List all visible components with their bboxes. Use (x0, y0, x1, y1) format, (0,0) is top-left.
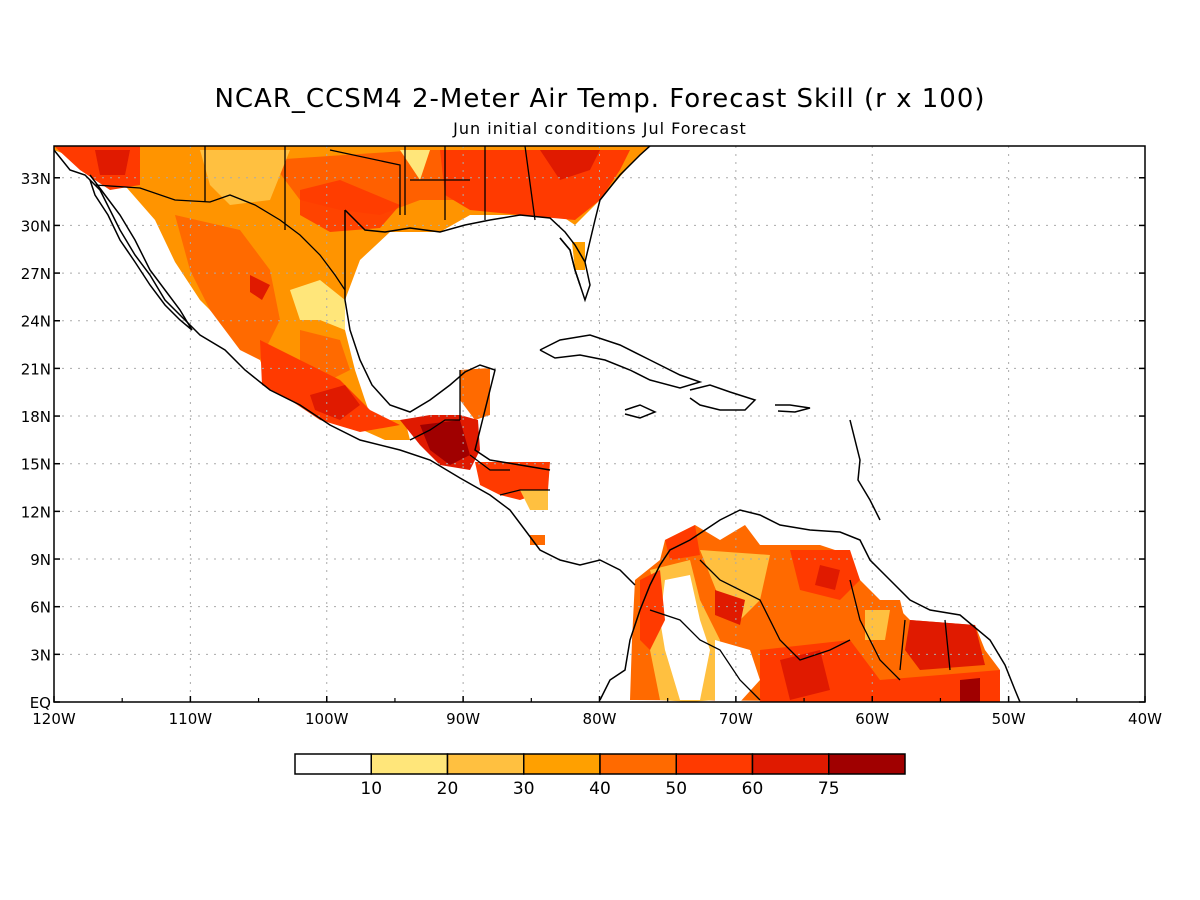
y-tick-label: 24N (21, 313, 51, 331)
y-tick-label: 21N (21, 360, 51, 378)
colorbar-swatch (675, 753, 754, 775)
skill-region-amazon-core (780, 650, 830, 700)
skill-shading (54, 146, 1000, 702)
colorbar-label: 10 (360, 779, 382, 799)
skill-region-mexico-core (250, 275, 270, 300)
skill-region-az-weak (200, 150, 290, 205)
colorbar-label: 20 (437, 779, 459, 799)
skill-region-venezuela-core (715, 590, 745, 625)
colorbar-label: 30 (513, 779, 535, 799)
colorbar-label: 60 (742, 779, 764, 799)
skill-region-guatemala-core (420, 420, 470, 465)
y-tick-label: 33N (21, 170, 51, 188)
colorbar-swatch (828, 753, 906, 775)
skill-region-guyana-weak (865, 610, 890, 640)
skill-region-andes-zero-2 (715, 640, 760, 702)
colorbar-swatch (446, 753, 525, 775)
x-tick-label: 90W (446, 710, 480, 728)
skill-region-southeast-core (540, 150, 600, 180)
map-title: NCAR_CCSM4 2-Meter Air Temp. Forecast Sk… (214, 84, 986, 114)
x-tick-label: 70W (719, 710, 753, 728)
x-axis: 120W 110W 100W 90W 80W 70W 60W 50W 40W (32, 696, 1162, 728)
x-tick-label: 110W (169, 710, 213, 728)
y-tick-label: 30N (21, 217, 51, 235)
political-borders (94, 146, 951, 701)
x-tick-label: 100W (305, 710, 349, 728)
y-tick-label: 18N (21, 408, 51, 426)
colorbar: 10 20 30 40 50 60 75 (294, 753, 906, 799)
y-tick-label: 3N (30, 646, 51, 664)
x-tick-label: 120W (32, 710, 76, 728)
skill-region-mexico-west (175, 215, 280, 360)
skill-region-colombia-west (640, 570, 665, 650)
skill-region-colombia-north (665, 525, 700, 560)
colorbar-label: 50 (665, 779, 687, 799)
skill-region-venezuela-east-core (815, 565, 840, 590)
skill-region-amazon-core-2 (960, 678, 980, 702)
skill-region-nicaragua-weak (520, 490, 548, 510)
y-tick-label: 15N (21, 456, 51, 474)
y-axis: EQ 3N 6N 9N 12N 15N 18N 21N 24N 27N 30N 33N (21, 170, 1145, 712)
colorbar-label: 75 (818, 779, 840, 799)
colorbar-swatch (751, 753, 830, 775)
x-tick-label: 40W (1128, 710, 1162, 728)
skill-region-colombia-zero (660, 575, 710, 700)
skill-region-mexico-weak (290, 280, 345, 330)
y-tick-label: EQ (30, 694, 51, 712)
y-tick-label: 27N (21, 265, 51, 283)
skill-region-texas-core (300, 180, 400, 232)
skill-region-venezuela-weak (700, 550, 770, 620)
skill-region-nm-weak (400, 150, 430, 180)
colorbar-swatch (370, 753, 449, 775)
y-tick-label: 9N (30, 551, 51, 569)
skill-region-baja-core (95, 150, 130, 175)
colorbar-swatch (294, 753, 372, 775)
skill-region-mexico-south-core (310, 385, 360, 420)
colorbar-swatch (523, 753, 601, 775)
y-tick-label: 6N (30, 599, 51, 617)
colorbar-label: 40 (589, 779, 611, 799)
skill-region-suriname (905, 620, 985, 670)
skill-region-yucatan (460, 368, 490, 420)
y-tick-label: 12N (21, 503, 51, 521)
coastlines (54, 146, 1021, 702)
map-subtitle: Jun initial conditions Jul Forecast (453, 119, 747, 138)
x-tick-label: 80W (583, 710, 617, 728)
skill-region-mexico-south (260, 340, 400, 432)
map-grid (54, 146, 1145, 702)
skill-region-us (54, 146, 650, 440)
x-tick-label: 60W (855, 710, 889, 728)
x-tick-label: 50W (992, 710, 1026, 728)
colorbar-swatch (599, 753, 677, 775)
skill-region-florida (572, 242, 585, 270)
